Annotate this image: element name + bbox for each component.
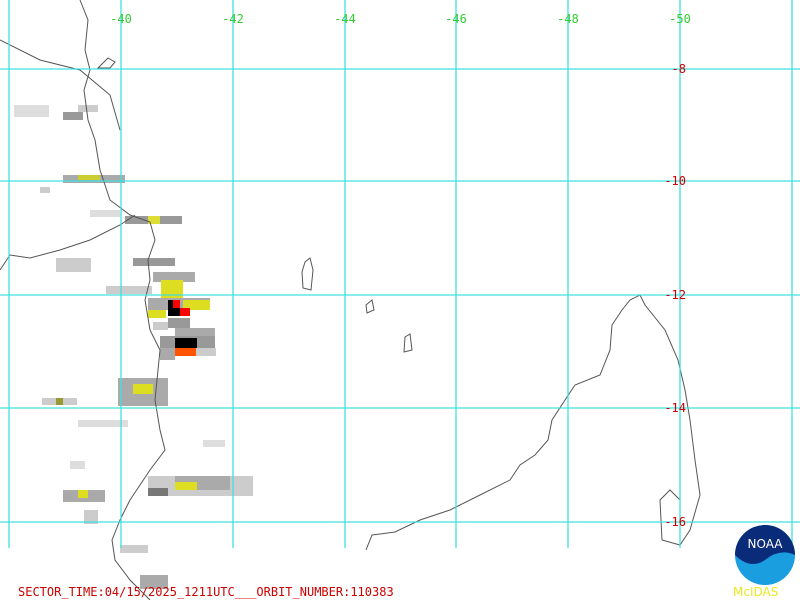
longitude-label: -48 <box>557 12 579 26</box>
longitude-label: -50 <box>669 12 691 26</box>
precipitation-pixels <box>14 105 253 589</box>
longitude-label: -46 <box>445 12 467 26</box>
graticule <box>0 0 800 548</box>
latitude-label: -10 <box>664 174 686 188</box>
credit: McIDAS <box>733 585 778 599</box>
latitude-label: -8 <box>672 62 686 76</box>
latitude-label: -14 <box>664 401 686 415</box>
longitude-label: -42 <box>222 12 244 26</box>
latitude-label: -12 <box>664 288 686 302</box>
longitude-label: -44 <box>334 12 356 26</box>
longitude-label: -40 <box>110 12 132 26</box>
coastlines <box>0 0 701 600</box>
noaa-logo: NOAA <box>735 525 795 585</box>
logo-text: NOAA <box>748 537 784 551</box>
footer: SECTOR_TIME:04/15/2025_1211UTC___ORBIT_N… <box>18 585 394 599</box>
latitude-label: -16 <box>664 515 686 529</box>
